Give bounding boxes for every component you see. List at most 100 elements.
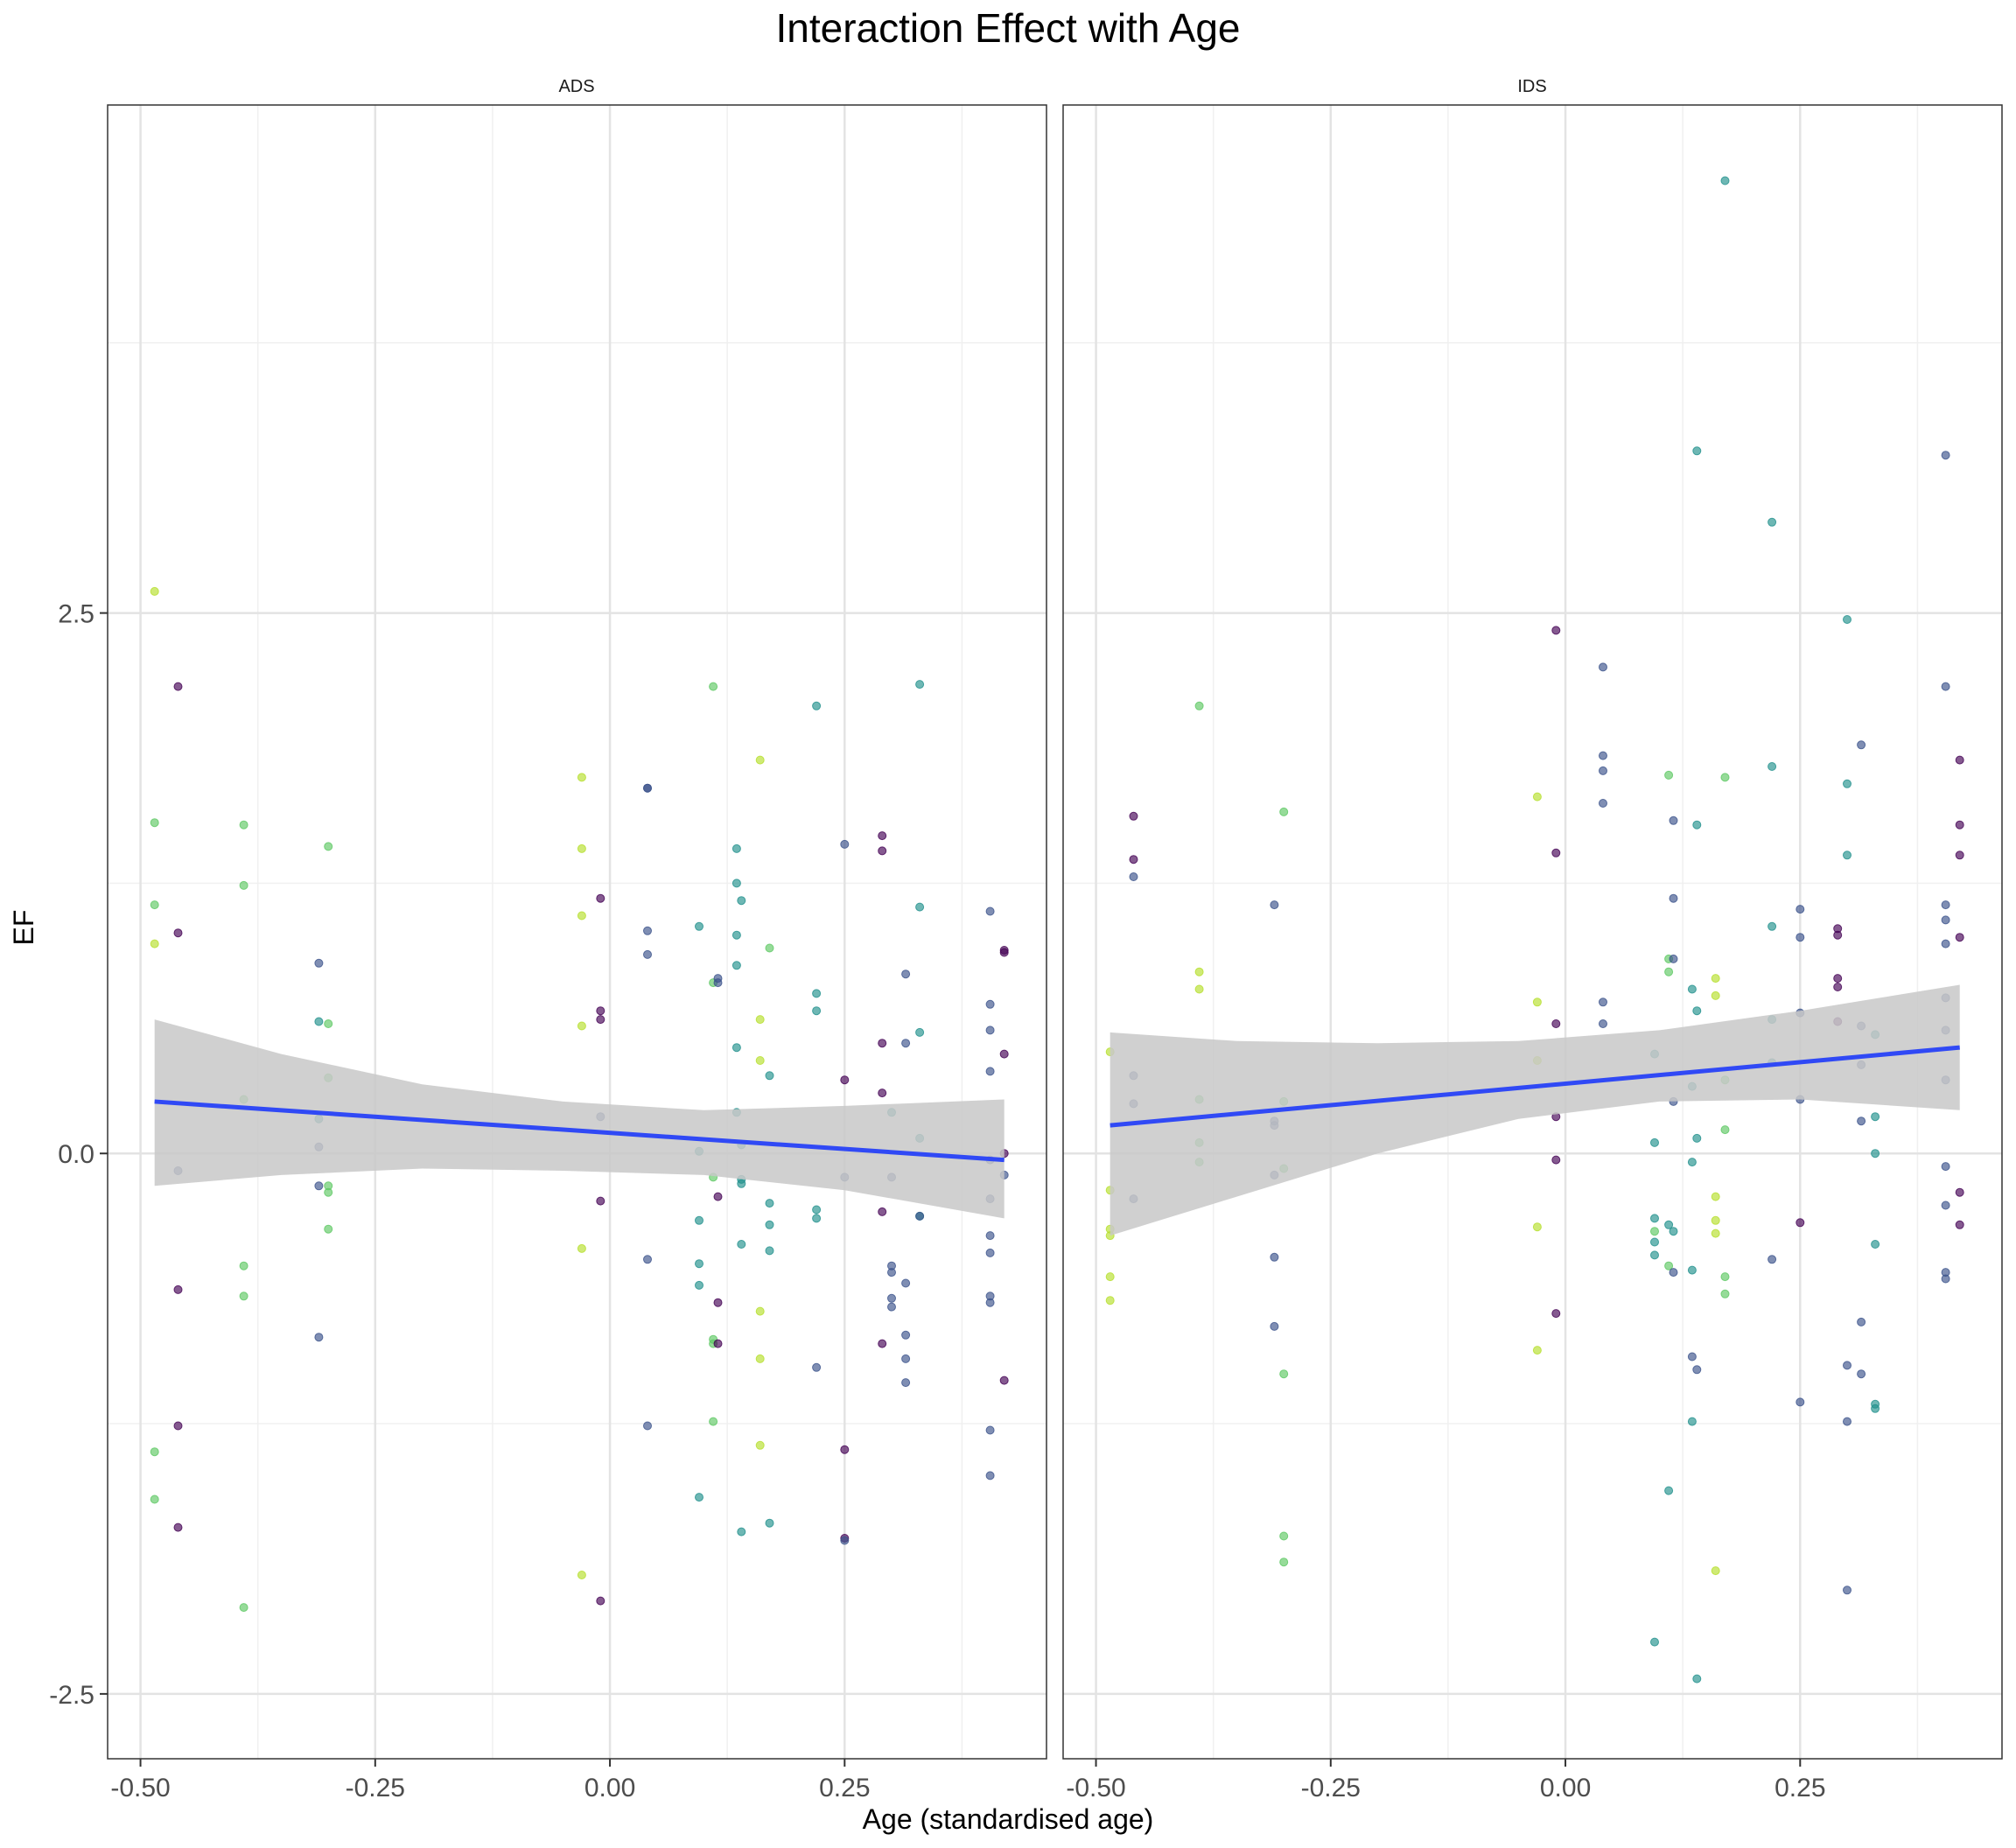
chart-title: Interaction Effect with Age	[775, 5, 1240, 51]
data-point	[643, 926, 652, 935]
data-point	[324, 1187, 333, 1197]
data-point	[596, 1196, 606, 1206]
data-point	[1687, 1158, 1697, 1167]
data-point	[1551, 1309, 1561, 1319]
data-point	[1955, 933, 1964, 942]
data-point	[1650, 1138, 1659, 1147]
data-point	[239, 1603, 248, 1613]
data-point	[709, 682, 718, 691]
data-point	[1551, 1019, 1561, 1028]
data-point	[985, 1425, 995, 1435]
data-point	[1941, 900, 1950, 910]
data-point	[985, 1471, 995, 1480]
data-point	[755, 1056, 765, 1065]
y-tick-label: 0.0	[58, 1140, 94, 1169]
data-point	[878, 1207, 887, 1216]
data-point	[985, 1026, 995, 1035]
data-point	[737, 1179, 746, 1188]
data-point	[1194, 967, 1204, 976]
data-point	[985, 1231, 995, 1241]
data-point	[577, 911, 586, 920]
data-point	[1279, 807, 1289, 816]
x-axis-title: Age (standardised age)	[863, 1803, 1154, 1835]
data-point	[709, 1417, 718, 1426]
data-point	[840, 839, 850, 849]
data-point	[577, 773, 586, 782]
data-point	[1711, 1228, 1720, 1238]
x-tick-label: 0.00	[584, 1774, 635, 1802]
data-point	[985, 906, 995, 916]
data-point	[1279, 1558, 1289, 1567]
data-point	[596, 1015, 606, 1025]
data-point	[150, 900, 159, 910]
data-point	[1796, 1397, 1805, 1407]
data-point	[1833, 974, 1843, 984]
data-point	[1664, 770, 1674, 780]
data-point	[1650, 1227, 1659, 1236]
data-point	[1669, 954, 1678, 963]
data-point	[1871, 1240, 1880, 1249]
data-point	[1270, 1321, 1279, 1331]
y-tick-label: -2.5	[49, 1681, 94, 1710]
trend-line-ads	[154, 1099, 1004, 1163]
data-point	[1796, 905, 1805, 914]
data-point	[1279, 1531, 1289, 1541]
data-point	[577, 1571, 586, 1579]
data-point	[1692, 820, 1702, 830]
data-point	[1532, 1222, 1542, 1232]
data-point	[901, 1354, 911, 1363]
data-point	[1871, 1404, 1880, 1413]
data-point	[1711, 974, 1720, 984]
data-point	[314, 1181, 324, 1191]
data-point	[1871, 1112, 1880, 1122]
data-point	[150, 939, 159, 948]
data-point	[1551, 848, 1561, 858]
data-point	[1599, 766, 1607, 775]
data-point	[755, 1440, 765, 1450]
data-point	[713, 1339, 723, 1348]
data-point	[1955, 850, 1964, 860]
panel-border	[1062, 104, 2003, 1760]
data-point	[150, 818, 159, 828]
data-point	[1687, 984, 1697, 994]
data-point	[713, 1298, 723, 1307]
data-point	[324, 1019, 333, 1028]
data-point	[1711, 1192, 1720, 1201]
data-point	[878, 1039, 887, 1048]
data-point	[1843, 1361, 1852, 1370]
data-point	[765, 1220, 774, 1229]
x-tick-label: -0.50	[110, 1774, 170, 1802]
data-point	[1279, 1369, 1289, 1379]
data-point	[840, 1075, 850, 1085]
data-point	[840, 1445, 850, 1454]
data-point	[1711, 1566, 1720, 1576]
data-point	[1720, 773, 1730, 782]
data-point	[1720, 1125, 1730, 1135]
data-point	[1955, 1187, 1964, 1197]
data-point	[1833, 930, 1843, 940]
data-point	[765, 1246, 774, 1256]
data-point	[324, 1224, 333, 1234]
data-point	[1768, 1255, 1777, 1264]
data-point	[915, 680, 925, 690]
data-point	[314, 958, 324, 968]
data-point	[596, 893, 606, 903]
data-point	[915, 1211, 925, 1221]
panel-label-ids: IDS	[1517, 77, 1546, 96]
data-point	[732, 878, 741, 888]
panel-label-ads: ADS	[558, 77, 594, 96]
data-point	[1941, 1162, 1950, 1172]
data-point	[695, 1493, 704, 1502]
data-point	[1692, 1365, 1702, 1375]
data-point	[1941, 451, 1950, 460]
y-axis: -2.5 0.0 2.5	[49, 600, 108, 1710]
data-point	[1941, 682, 1950, 691]
panel-ids: -0.50 -0.25 0.00 0.25 IDS	[1062, 77, 2003, 1802]
data-point	[765, 1518, 774, 1528]
x-tick-label: 0.00	[1540, 1774, 1591, 1802]
data-point	[1720, 1289, 1730, 1298]
data-point	[643, 783, 652, 793]
data-point	[695, 1215, 704, 1225]
data-point	[1720, 176, 1730, 186]
data-point	[1650, 1250, 1659, 1260]
